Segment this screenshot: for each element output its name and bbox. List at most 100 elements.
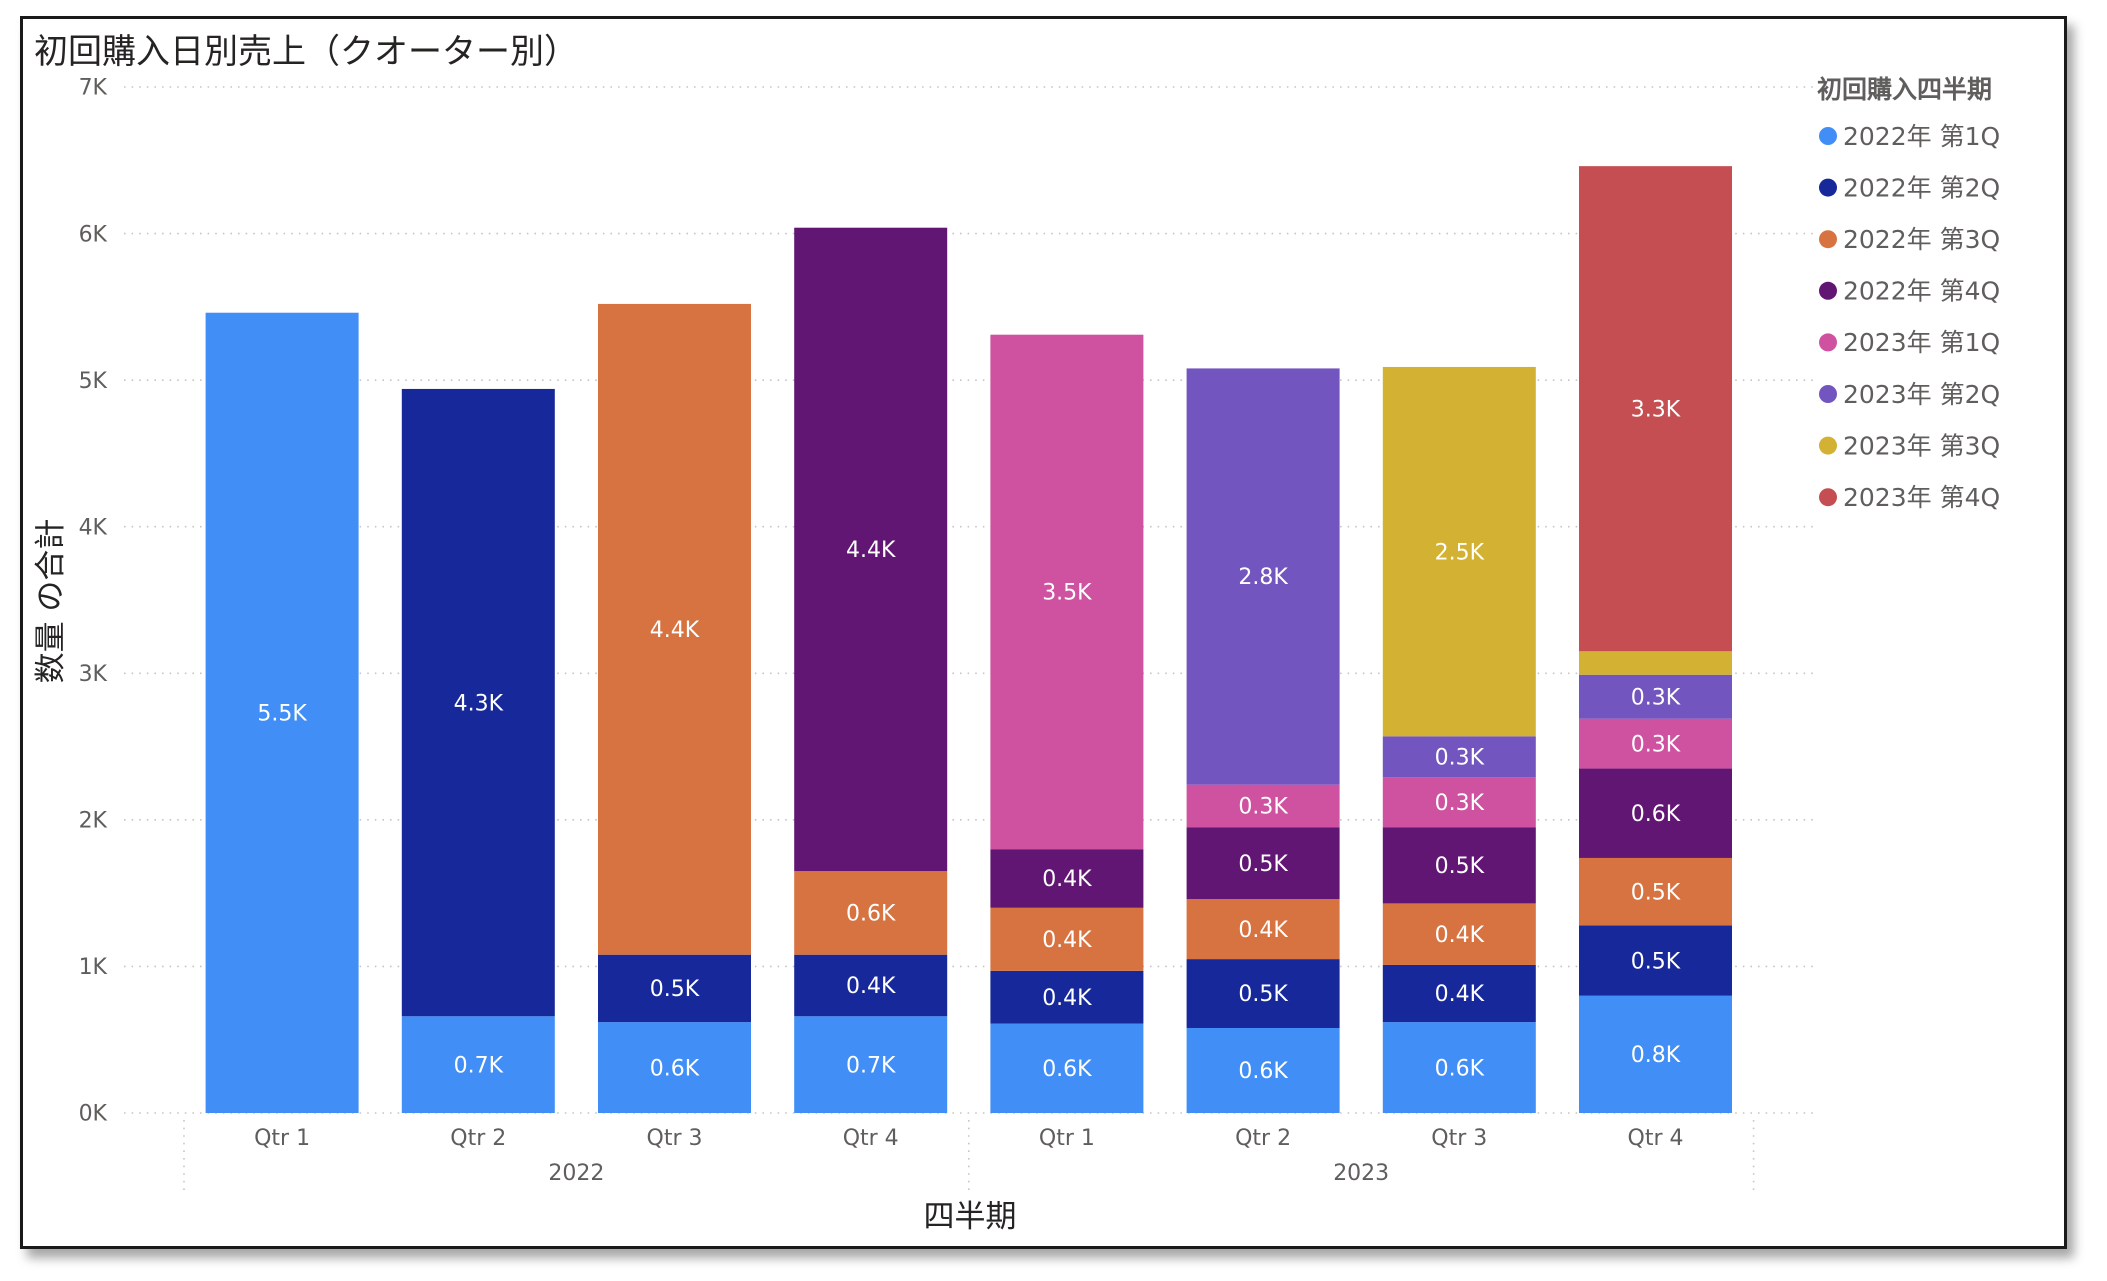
bar-segment[interactable] (990, 334, 1144, 850)
data-label: 0.3K (1238, 795, 1288, 820)
x-tick-label: Qtr 4 (843, 1126, 899, 1151)
bar-segment[interactable] (794, 1016, 948, 1113)
legend-item[interactable]: 2022年 第2Q (1819, 173, 2000, 202)
bar-segment[interactable] (1579, 718, 1732, 769)
y-tick-label: 7K (79, 76, 108, 101)
legend-item[interactable]: 2022年 第3Q (1819, 225, 2000, 254)
bar-segment[interactable] (1579, 857, 1732, 926)
data-labels: 5.5K 0.7K 4.3K 0.6K 0.5K 4.4K 0.7K 0.4K 0.6K 4.4K… (257, 397, 1680, 1084)
x-tick-label: Qtr 2 (450, 1126, 506, 1151)
data-label: 0.6K (1042, 1057, 1092, 1082)
bar-segment[interactable] (401, 1016, 555, 1113)
legend-item[interactable]: 2022年 第4Q (1819, 277, 2000, 306)
gridlines (124, 86, 1814, 1114)
bar-segment[interactable] (1579, 651, 1732, 675)
legend-label: 2023年 第1Q (1843, 328, 2000, 357)
data-label: 0.3K (1435, 746, 1485, 771)
bar-segment[interactable] (1382, 964, 1536, 1023)
bar-segment[interactable] (990, 1023, 1144, 1113)
bar-segment[interactable] (990, 907, 1144, 971)
bar-segment[interactable] (1186, 959, 1340, 1028)
legend-item[interactable]: 2023年 第3Q (1819, 431, 2000, 460)
x-tick-label: Qtr 2 (1235, 1126, 1291, 1151)
legend-label: 2023年 第3Q (1843, 431, 2000, 460)
bar-segment[interactable] (1382, 827, 1536, 904)
legend-marker (1819, 488, 1837, 507)
bar-segment[interactable] (205, 312, 359, 1114)
x-tick-label: Qtr 3 (647, 1126, 703, 1151)
legend-marker (1819, 281, 1837, 300)
data-label: 0.6K (1435, 1056, 1485, 1081)
legend-label: 2022年 第2Q (1843, 173, 2000, 202)
data-label: 2.5K (1435, 540, 1485, 565)
bar-segment[interactable] (1579, 674, 1732, 719)
data-label: 0.7K (454, 1053, 504, 1078)
bar-segment[interactable] (990, 970, 1144, 1024)
legend-item[interactable]: 2023年 第1Q (1819, 328, 2000, 357)
data-label: 0.5K (1435, 854, 1485, 879)
bar-segment[interactable] (794, 954, 948, 1017)
data-label: 0.5K (650, 977, 700, 1002)
bar-segment[interactable] (1382, 777, 1536, 828)
bar-segment[interactable] (794, 227, 948, 872)
bar-segment[interactable] (794, 871, 948, 955)
bar-segment[interactable] (401, 388, 555, 1017)
bar-segment[interactable] (1382, 736, 1536, 778)
data-label: 0.4K (1042, 867, 1092, 892)
legend-label: 2022年 第4Q (1843, 277, 2000, 306)
x-group-label: 2023 (1333, 1161, 1389, 1186)
data-label: 5.5K (257, 702, 307, 727)
x-axis-title: 四半期 (924, 1199, 1017, 1235)
bar-segment[interactable] (1186, 784, 1340, 828)
data-label: 0.6K (846, 902, 896, 927)
bar-segment[interactable] (1579, 995, 1732, 1113)
data-label: 0.6K (1238, 1059, 1288, 1084)
data-label: 0.5K (1238, 852, 1288, 877)
data-label: 3.5K (1042, 581, 1092, 606)
bar-segment[interactable] (990, 849, 1144, 908)
data-label: 0.5K (1238, 982, 1288, 1007)
data-label: 0.4K (1042, 928, 1092, 953)
legend-marker (1819, 127, 1837, 145)
legend-marker (1819, 178, 1837, 197)
legend-item[interactable]: 2023年 第2Q (1819, 380, 2000, 409)
y-tick-label: 1K (79, 955, 108, 980)
data-label: 0.7K (846, 1053, 896, 1078)
legend-item[interactable]: 2023年 第4Q (1819, 483, 2000, 512)
bar-segment[interactable] (1382, 366, 1536, 737)
bar-segment[interactable] (1382, 1022, 1536, 1113)
legend-title: 初回購入四半期 (1817, 75, 1992, 104)
y-tick-label: 6K (79, 222, 108, 247)
legend-label: 2022年 第3Q (1843, 225, 2000, 254)
bar-segment[interactable] (1579, 166, 1732, 652)
y-tick-label: 2K (79, 809, 108, 834)
chart-title: 初回購入日別売上（クオーター別） (34, 32, 578, 72)
legend-label: 2023年 第2Q (1843, 380, 2000, 409)
data-label: 0.6K (1631, 802, 1681, 827)
legend-marker (1819, 385, 1837, 403)
bar-segment[interactable] (1186, 899, 1340, 960)
legend-item[interactable]: 2022年 第1Q (1819, 122, 2000, 151)
x-tick-label: Qtr 4 (1628, 1126, 1684, 1151)
x-tick-label: Qtr 3 (1431, 1126, 1487, 1151)
bar-segment[interactable] (598, 1022, 751, 1113)
bar-segment[interactable] (1579, 768, 1732, 858)
bar-segment[interactable] (1186, 827, 1340, 900)
bar-segment[interactable] (598, 303, 751, 955)
bar-segment[interactable] (1186, 368, 1340, 785)
bar-segment[interactable] (1579, 925, 1732, 996)
bar-segment[interactable] (1186, 1027, 1340, 1113)
y-tick-label: 3K (79, 662, 108, 687)
data-label: 2.8K (1238, 565, 1288, 590)
legend-marker (1819, 333, 1837, 352)
bar-segment[interactable] (598, 954, 751, 1023)
data-label: 0.8K (1631, 1043, 1681, 1068)
y-axis-title: 数量 の合計 (33, 519, 69, 684)
data-label: 4.4K (650, 618, 700, 643)
data-label: 0.4K (846, 974, 896, 999)
bar-segment[interactable] (1382, 903, 1536, 965)
data-label: 0.4K (1238, 918, 1288, 943)
x-group-label: 2022 (548, 1161, 604, 1186)
data-label: 4.3K (454, 691, 504, 716)
